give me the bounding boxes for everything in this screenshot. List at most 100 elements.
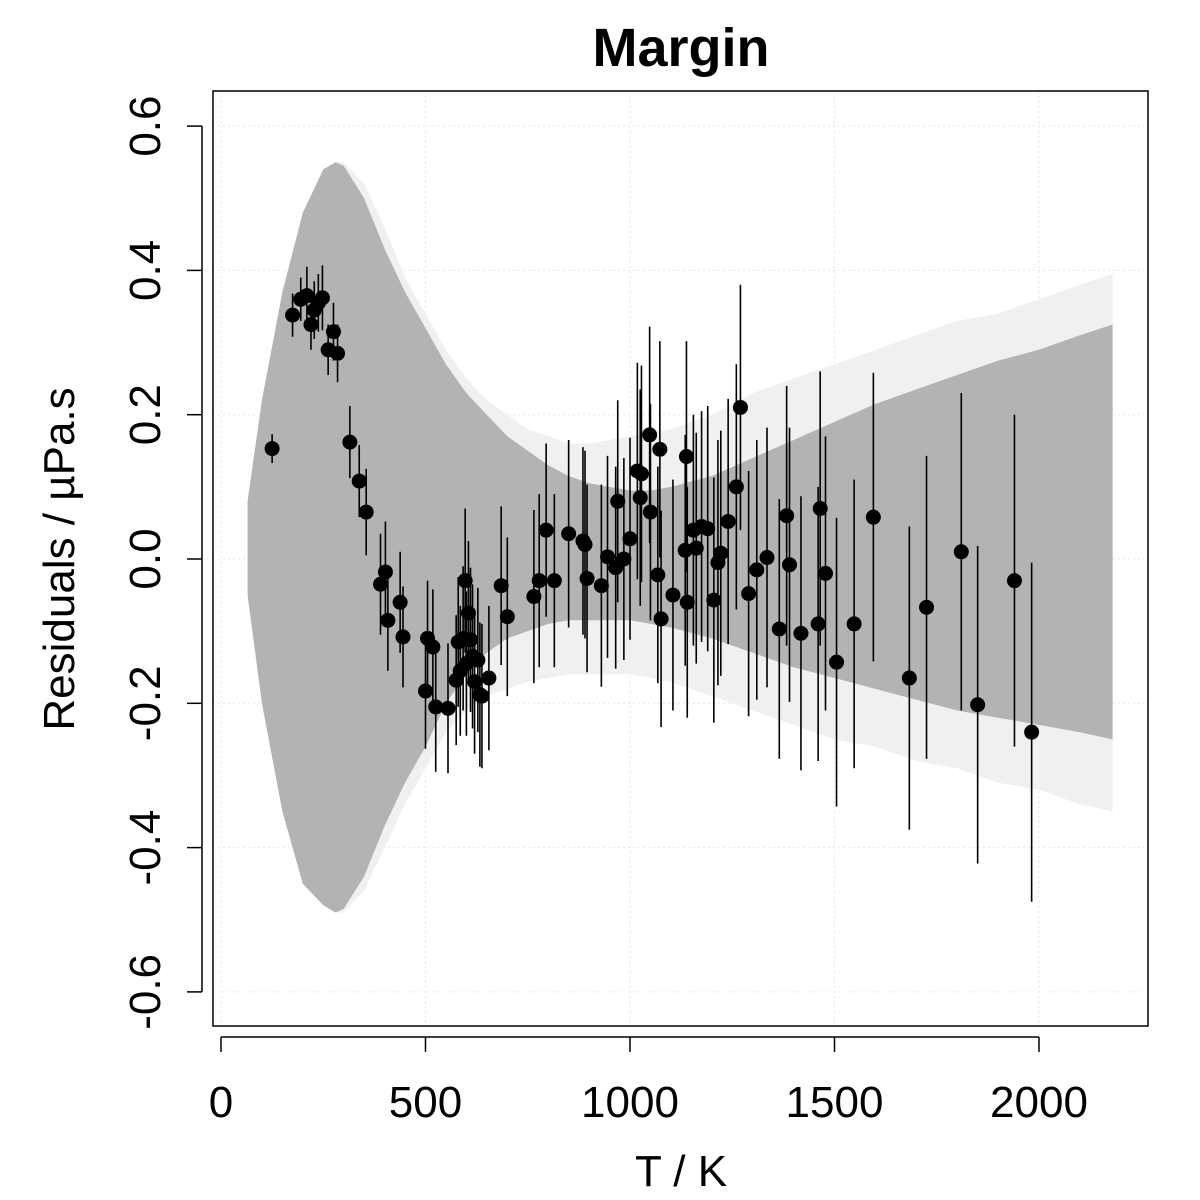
point-marker (953, 544, 969, 560)
point-marker (632, 490, 648, 506)
point-marker (749, 562, 765, 578)
data-point-49 (593, 484, 609, 687)
point-marker (679, 594, 695, 610)
x-axis-label: T / K (635, 1147, 727, 1196)
data-point-24 (440, 643, 456, 774)
y-tick-label: 0.2 (121, 384, 170, 445)
point-marker (713, 545, 729, 561)
point-marker (741, 586, 757, 602)
data-point-17 (380, 569, 396, 671)
data-point-8 (314, 265, 330, 331)
data-point-23 (428, 641, 444, 772)
point-marker (846, 616, 862, 632)
data-point-59 (642, 403, 658, 621)
point-marker (493, 578, 509, 594)
point-marker (901, 670, 917, 686)
point-marker (462, 632, 478, 648)
points-layer (264, 265, 1040, 902)
chart-title: Margin (592, 18, 769, 78)
data-point-50 (600, 455, 616, 658)
data-point-87 (829, 517, 845, 807)
data-point-77 (741, 470, 757, 717)
point-marker (377, 564, 393, 580)
y-tick-label: 0.0 (121, 528, 170, 589)
data-point-81 (779, 385, 795, 646)
point-marker (810, 616, 826, 632)
point-marker (665, 587, 681, 603)
point-marker (264, 441, 280, 457)
data-point-95 (1024, 562, 1040, 902)
point-marker (499, 609, 515, 625)
point-marker (546, 573, 562, 589)
x-axis: 0 500 1000 1500 2000 (209, 1036, 1088, 1127)
data-point-92 (953, 393, 969, 711)
y-tick-label: 0.6 (121, 96, 170, 157)
data-point-48 (579, 484, 595, 673)
data-point-19 (395, 586, 411, 688)
data-point-44 (546, 494, 562, 668)
point-marker (652, 441, 668, 457)
data-point-12 (342, 406, 358, 479)
data-point-70 (700, 406, 716, 652)
data-point-78 (749, 439, 765, 700)
point-marker (782, 557, 798, 573)
point-marker (610, 493, 626, 509)
data-point-16 (377, 521, 393, 623)
data-point-13 (351, 445, 367, 518)
point-marker (358, 504, 374, 520)
data-point-20 (418, 633, 433, 749)
point-marker (1006, 573, 1022, 589)
y-axis-label: Residuals / µPa.s (35, 387, 84, 730)
x-tick-label: 0 (209, 1078, 233, 1127)
point-marker (474, 688, 490, 704)
point-marker (812, 500, 828, 516)
data-point-43 (538, 443, 554, 617)
point-marker (330, 345, 346, 361)
point-marker (351, 473, 367, 489)
point-marker (593, 578, 609, 594)
point-marker (1024, 724, 1040, 740)
point-marker (561, 526, 577, 542)
point-marker (616, 551, 632, 567)
point-marker (428, 699, 444, 715)
band-layer (247, 162, 1113, 913)
data-point-56 (632, 389, 648, 606)
data-point-41 (526, 509, 542, 684)
point-marker (706, 592, 722, 608)
point-marker (728, 479, 744, 495)
y-tick-label: 0.4 (121, 240, 170, 301)
x-tick-label: 1500 (786, 1078, 884, 1127)
y-tick-label: -0.6 (121, 954, 170, 1030)
data-point-42 (531, 494, 547, 668)
data-point-2 (285, 293, 301, 337)
data-point-63 (665, 479, 681, 711)
point-marker (600, 549, 616, 565)
point-marker (779, 508, 795, 524)
point-marker (771, 621, 787, 637)
x-tick-label: 1000 (581, 1078, 679, 1127)
data-point-61 (652, 341, 668, 558)
data-point-89 (865, 372, 881, 662)
point-marker (653, 611, 669, 627)
point-marker (577, 537, 593, 553)
point-marker (342, 434, 358, 450)
point-marker (526, 589, 542, 605)
point-marker (732, 399, 748, 415)
data-point-65 (678, 341, 694, 572)
data-point-40 (499, 537, 515, 697)
data-point-93 (970, 546, 986, 864)
data-point-86 (818, 436, 834, 711)
data-point-90 (901, 526, 917, 830)
data-point-37 (474, 623, 490, 769)
point-marker (380, 612, 396, 628)
point-marker (440, 700, 456, 716)
y-axis: -0.6 -0.4 -0.2 0.0 0.2 0.4 0.6 (121, 96, 203, 1030)
point-marker (303, 317, 319, 333)
point-marker (642, 504, 658, 520)
data-point-39 (493, 506, 509, 666)
data-point-52 (610, 400, 626, 603)
point-marker (481, 670, 497, 686)
data-point-45 (561, 439, 577, 628)
point-marker (395, 629, 411, 645)
point-marker (633, 466, 649, 482)
